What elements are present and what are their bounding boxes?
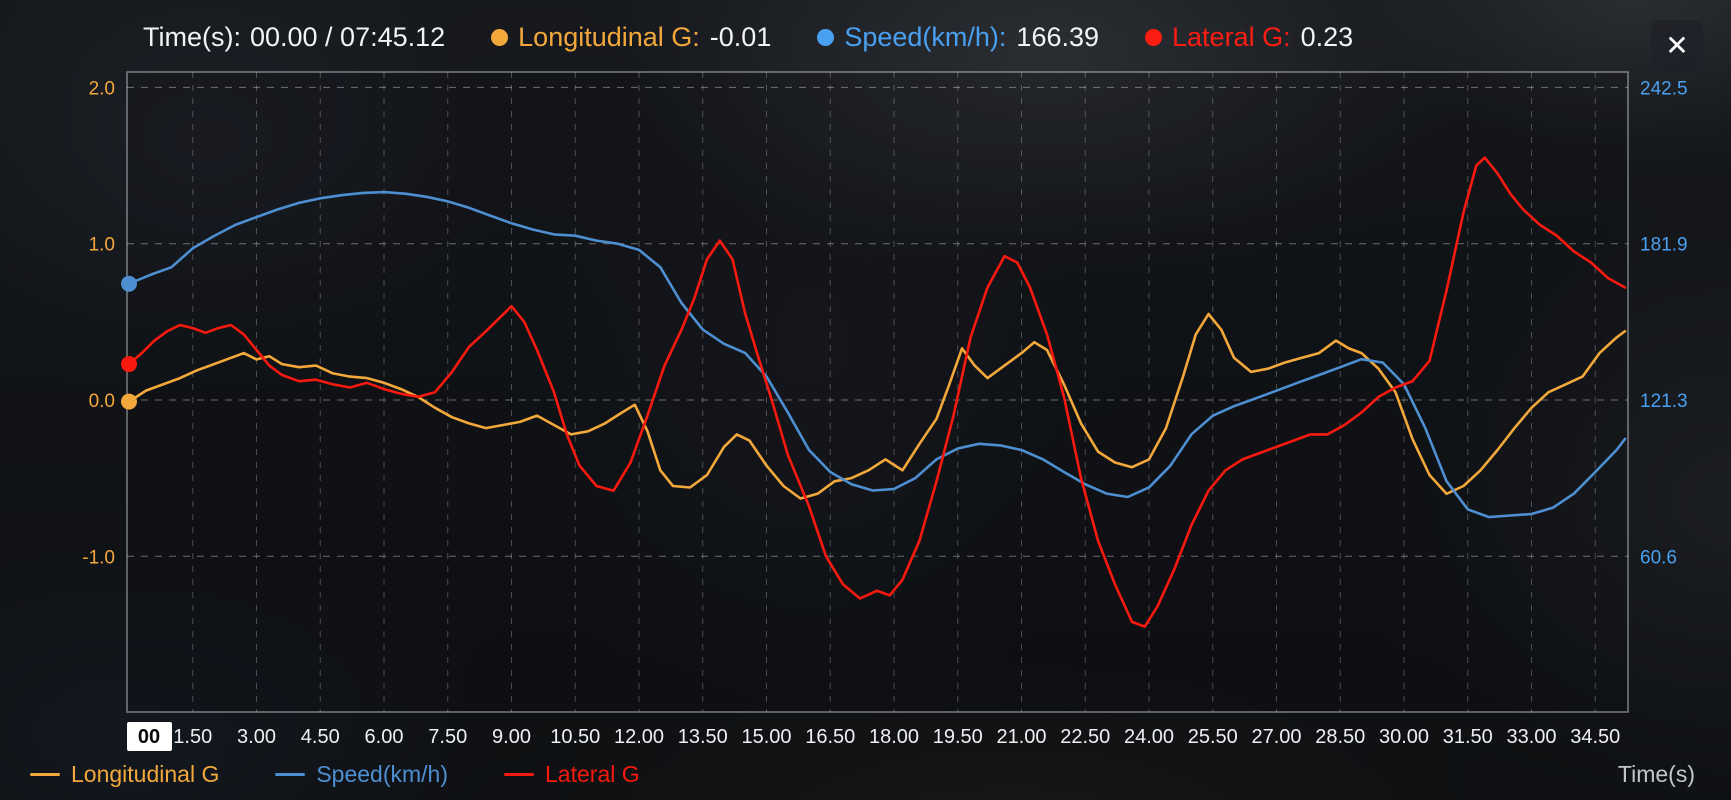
series-line-longitudinal-g	[127, 312, 1627, 500]
x-axis-tick-label: 22.50	[1060, 726, 1110, 748]
x-axis-tick-label: 18.00	[869, 726, 919, 748]
plot-border	[126, 71, 1629, 713]
left-axis-tick-label: 1.0	[89, 235, 115, 256]
series-start-marker-lateral-g	[121, 356, 137, 373]
right-axis-tick-label: 181.9	[1640, 235, 1688, 256]
x-axis-tick-label: 1.50	[173, 726, 212, 748]
readout-longitudinal-g: Longitudinal G: -0.01	[491, 22, 771, 53]
series-start-marker-longitudinal-g	[121, 393, 137, 410]
time-readout: Time(s): 00.00 / 07:45.12	[143, 22, 445, 53]
time-cursor-label: 00	[138, 726, 160, 748]
legend-item-longitudinal-g: Longitudinal G	[30, 761, 219, 788]
legend-line-swatch-speed	[275, 773, 306, 776]
x-axis-tick-label: 4.50	[301, 726, 340, 748]
x-axis-title: Time(s)	[1617, 761, 1695, 787]
legend-line-swatch-longitudinal-g	[30, 773, 60, 776]
x-axis-tick-label: 34.50	[1570, 726, 1620, 748]
telemetry-header: Time(s): 00.00 / 07:45.12 Longitudinal G:…	[143, 22, 1353, 53]
x-axis-tick-label: 31.50	[1443, 726, 1493, 748]
time-cursor-box[interactable]	[127, 722, 172, 751]
speed-dot-icon	[817, 29, 835, 46]
x-axis-tick-label: 27.00	[1251, 726, 1301, 748]
lateral-g-dot-icon	[1145, 29, 1163, 46]
right-axis-tick-label: 242.5	[1640, 78, 1688, 99]
x-axis-tick-label: 33.00	[1506, 726, 1556, 748]
x-axis-tick-label: 15.00	[741, 726, 791, 748]
x-axis-tick-label: 9.00	[492, 726, 531, 748]
readout-lateral-g-value: 0.23	[1300, 22, 1354, 52]
x-axis-tick-label: 21.00	[996, 726, 1046, 748]
legend-line-swatch-lateral-g	[504, 773, 535, 776]
legend-label-lateral-g: Lateral G	[545, 761, 640, 787]
readout-speed: Speed(km/h): 166.39	[817, 22, 1099, 53]
readout-speed-value: 166.39	[1016, 22, 1100, 52]
time-value: 00.00 / 07:45.12	[249, 22, 446, 52]
close-icon: ✕	[1665, 30, 1689, 61]
readout-lateral-g-label: Lateral G:	[1172, 22, 1291, 52]
x-axis-tick-label: 30.00	[1379, 726, 1429, 748]
x-axis-tick-label: 7.50	[428, 726, 467, 748]
readout-longitudinal-g-value: -0.01	[709, 22, 772, 52]
series-line-speed	[127, 190, 1627, 519]
series-line-lateral-g	[127, 156, 1627, 628]
longitudinal-g-dot-icon	[491, 29, 509, 46]
x-axis-tick-label: 25.50	[1188, 726, 1238, 748]
x-axis-tick-label: 24.00	[1124, 726, 1174, 748]
x-axis-tick-label: 6.00	[365, 726, 404, 748]
x-axis-tick-label: 19.50	[933, 726, 983, 748]
x-axis-tick-label: 10.50	[550, 726, 600, 748]
legend-label-longitudinal-g: Longitudinal G	[71, 761, 220, 787]
legend-item-speed: Speed(km/h)	[275, 761, 448, 788]
right-axis-tick-label: 121.3	[1640, 391, 1688, 412]
time-label: Time(s):	[143, 22, 241, 52]
left-axis-tick-label: 2.0	[89, 78, 115, 99]
x-axis-tick-label: 12.00	[614, 726, 664, 748]
x-axis-tick-label: 13.50	[678, 726, 728, 748]
chart-footer: Longitudinal G Speed(km/h) Lateral G Tim…	[30, 761, 1695, 788]
readout-longitudinal-g-label: Longitudinal G:	[518, 22, 700, 52]
x-axis-tick-label: 3.00	[237, 726, 276, 748]
readout-speed-label: Speed(km/h):	[844, 22, 1007, 52]
chart-legend: Longitudinal G Speed(km/h) Lateral G	[30, 761, 640, 788]
left-axis-tick-label: 0.0	[89, 391, 115, 412]
close-button[interactable]: ✕	[1651, 20, 1703, 72]
left-axis-tick-label: -1.0	[82, 547, 115, 568]
series-start-marker-speed	[121, 275, 137, 292]
x-axis-tick-label: 28.50	[1315, 726, 1365, 748]
right-axis-tick-label: 60.6	[1640, 547, 1677, 568]
readout-lateral-g: Lateral G: 0.23	[1145, 22, 1353, 53]
x-axis-tick-label: 16.50	[805, 726, 855, 748]
legend-label-speed: Speed(km/h)	[316, 761, 449, 787]
legend-item-lateral-g: Lateral G	[504, 761, 640, 788]
